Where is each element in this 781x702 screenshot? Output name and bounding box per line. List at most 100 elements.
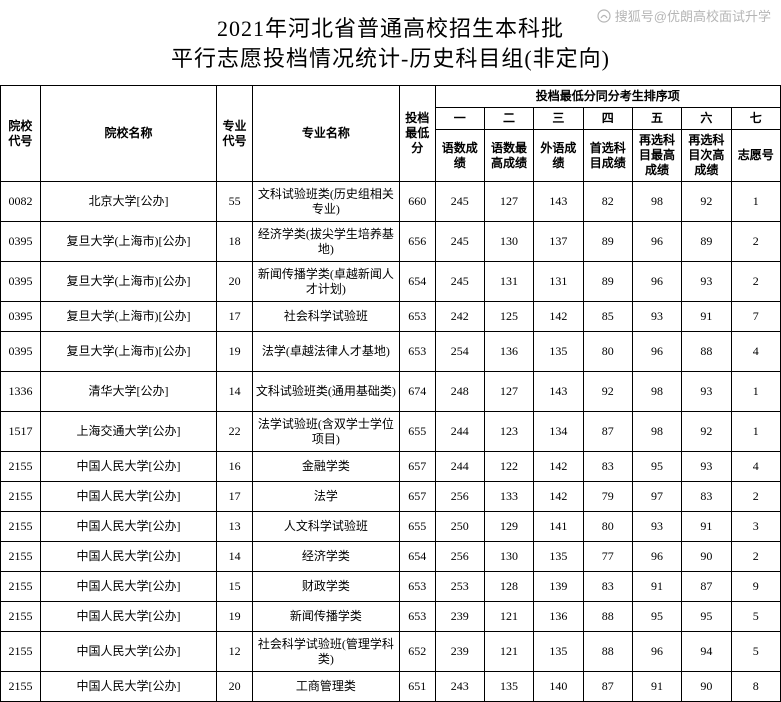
cell-n7: 2 bbox=[731, 222, 780, 262]
cell-n1: 254 bbox=[435, 332, 484, 372]
cell-major: 文科试验班类(通用基础类) bbox=[252, 372, 399, 412]
cell-n4: 92 bbox=[583, 372, 632, 412]
cell-major: 法学试验班(含双学士学位项目) bbox=[252, 412, 399, 452]
cell-univ: 中国人民大学[公办] bbox=[40, 482, 216, 512]
cell-n5: 93 bbox=[632, 302, 681, 332]
cell-n5: 96 bbox=[632, 542, 681, 572]
cell-n3: 135 bbox=[534, 632, 583, 672]
cell-code: 2155 bbox=[1, 452, 41, 482]
cell-n4: 83 bbox=[583, 572, 632, 602]
cell-mcode: 20 bbox=[217, 672, 253, 702]
cell-n2: 122 bbox=[484, 452, 533, 482]
cell-n6: 88 bbox=[682, 332, 731, 372]
th-num-2: 二 bbox=[484, 108, 533, 130]
cell-n5: 98 bbox=[632, 412, 681, 452]
th-group: 投档最低分同分考生排序项 bbox=[435, 86, 780, 108]
th-sub-2: 语数最高成绩 bbox=[484, 130, 533, 182]
cell-univ: 中国人民大学[公办] bbox=[40, 672, 216, 702]
cell-score: 653 bbox=[399, 332, 435, 372]
cell-n1: 244 bbox=[435, 412, 484, 452]
cell-n3: 131 bbox=[534, 262, 583, 302]
cell-n4: 87 bbox=[583, 412, 632, 452]
cell-n5: 98 bbox=[632, 372, 681, 412]
cell-mcode: 16 bbox=[217, 452, 253, 482]
th-num-7: 七 bbox=[731, 108, 780, 130]
cell-score: 651 bbox=[399, 672, 435, 702]
cell-score: 660 bbox=[399, 182, 435, 222]
cell-mcode: 15 bbox=[217, 572, 253, 602]
cell-n4: 80 bbox=[583, 512, 632, 542]
table-row: 2155中国人民大学[公办]17法学6572561331427997832 bbox=[1, 482, 781, 512]
cell-n5: 97 bbox=[632, 482, 681, 512]
th-num-1: 一 bbox=[435, 108, 484, 130]
cell-mcode: 13 bbox=[217, 512, 253, 542]
cell-n3: 143 bbox=[534, 182, 583, 222]
cell-n1: 245 bbox=[435, 262, 484, 302]
cell-n2: 135 bbox=[484, 672, 533, 702]
cell-code: 2155 bbox=[1, 632, 41, 672]
cell-univ: 中国人民大学[公办] bbox=[40, 452, 216, 482]
cell-n6: 93 bbox=[682, 372, 731, 412]
th-sub-1: 语数成绩 bbox=[435, 130, 484, 182]
th-sub-5: 再选科目最高成绩 bbox=[632, 130, 681, 182]
cell-major: 经济学类(拔尖学生培养基地) bbox=[252, 222, 399, 262]
cell-mcode: 22 bbox=[217, 412, 253, 452]
cell-n3: 142 bbox=[534, 302, 583, 332]
cell-major: 金融学类 bbox=[252, 452, 399, 482]
cell-score: 655 bbox=[399, 412, 435, 452]
cell-score: 657 bbox=[399, 452, 435, 482]
cell-n6: 87 bbox=[682, 572, 731, 602]
table-row: 0395复旦大学(上海市)[公办]19法学(卓越法律人才基地)653254136… bbox=[1, 332, 781, 372]
cell-code: 1517 bbox=[1, 412, 41, 452]
cell-major: 新闻传播学类(卓越新闻人才计划) bbox=[252, 262, 399, 302]
cell-n7: 9 bbox=[731, 572, 780, 602]
cell-univ: 复旦大学(上海市)[公办] bbox=[40, 262, 216, 302]
cell-n7: 2 bbox=[731, 262, 780, 302]
cell-n6: 92 bbox=[682, 412, 731, 452]
cell-n2: 133 bbox=[484, 482, 533, 512]
cell-major: 工商管理类 bbox=[252, 672, 399, 702]
cell-n2: 127 bbox=[484, 372, 533, 412]
cell-n7: 8 bbox=[731, 672, 780, 702]
cell-univ: 复旦大学(上海市)[公办] bbox=[40, 302, 216, 332]
cell-n2: 136 bbox=[484, 332, 533, 372]
cell-mcode: 55 bbox=[217, 182, 253, 222]
cell-code: 0395 bbox=[1, 262, 41, 302]
th-num-3: 三 bbox=[534, 108, 583, 130]
th-num-6: 六 bbox=[682, 108, 731, 130]
cell-n7: 1 bbox=[731, 372, 780, 412]
cell-n3: 135 bbox=[534, 542, 583, 572]
cell-n6: 83 bbox=[682, 482, 731, 512]
cell-score: 656 bbox=[399, 222, 435, 262]
cell-n5: 96 bbox=[632, 632, 681, 672]
table-row: 0082北京大学[公办]55文科试验班类(历史组相关专业)66024512714… bbox=[1, 182, 781, 222]
cell-n1: 243 bbox=[435, 672, 484, 702]
cell-code: 1336 bbox=[1, 372, 41, 412]
cell-major: 财政学类 bbox=[252, 572, 399, 602]
cell-mcode: 20 bbox=[217, 262, 253, 302]
cell-n2: 128 bbox=[484, 572, 533, 602]
cell-score: 653 bbox=[399, 602, 435, 632]
table-row: 2155中国人民大学[公办]14经济学类6542561301357796902 bbox=[1, 542, 781, 572]
cell-n4: 83 bbox=[583, 452, 632, 482]
th-num-4: 四 bbox=[583, 108, 632, 130]
cell-n3: 137 bbox=[534, 222, 583, 262]
cell-n3: 135 bbox=[534, 332, 583, 372]
table-row: 1336清华大学[公办]14文科试验班类(通用基础类)6742481271439… bbox=[1, 372, 781, 412]
cell-n6: 90 bbox=[682, 542, 731, 572]
th-code: 院校代号 bbox=[1, 86, 41, 182]
th-major: 专业名称 bbox=[252, 86, 399, 182]
cell-n4: 85 bbox=[583, 302, 632, 332]
cell-code: 2155 bbox=[1, 602, 41, 632]
cell-mcode: 19 bbox=[217, 332, 253, 372]
cell-n6: 93 bbox=[682, 262, 731, 302]
cell-univ: 中国人民大学[公办] bbox=[40, 572, 216, 602]
cell-n2: 121 bbox=[484, 602, 533, 632]
cell-univ: 清华大学[公办] bbox=[40, 372, 216, 412]
cell-major: 社会科学试验班(管理学科类) bbox=[252, 632, 399, 672]
cell-n5: 98 bbox=[632, 182, 681, 222]
cell-n1: 250 bbox=[435, 512, 484, 542]
table-row: 2155中国人民大学[公办]19新闻传播学类653239121136889595… bbox=[1, 602, 781, 632]
cell-mcode: 17 bbox=[217, 302, 253, 332]
th-sub-6: 再选科目次高成绩 bbox=[682, 130, 731, 182]
